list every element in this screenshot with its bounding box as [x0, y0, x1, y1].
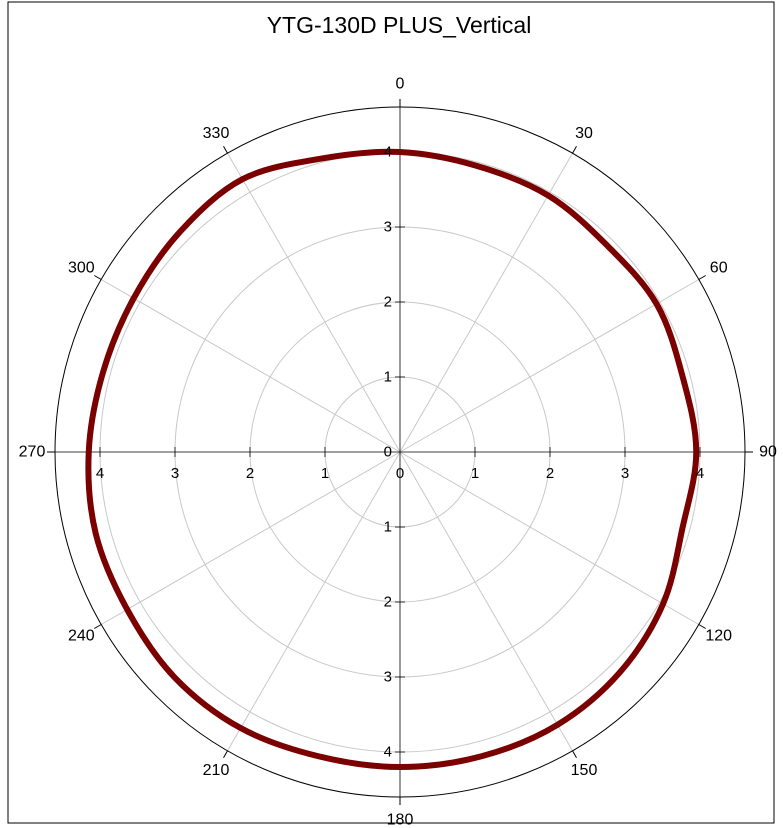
tick-label: 2: [546, 465, 554, 482]
tick-label: 2: [384, 594, 392, 611]
angle-label: 240: [68, 628, 95, 645]
outer-tick: [94, 275, 102, 280]
angle-label: 150: [571, 762, 598, 779]
radial-tick-labels: 0 1 1 1 1 2 2 2 2 3 3 3 3 4 4 4 4 0: [96, 144, 704, 761]
angle-label: 60: [710, 260, 728, 277]
angle-label: 90: [759, 444, 777, 461]
tick-label: 3: [171, 465, 179, 482]
outer-tick: [572, 146, 577, 154]
outer-tick: [698, 624, 706, 629]
spoke-line: [399, 451, 700, 625]
angle-label: 300: [68, 260, 95, 277]
chart-title: YTG-130D PLUS_Vertical: [267, 12, 532, 38]
outer-tick: [572, 750, 577, 758]
tick-label: 4: [384, 744, 392, 761]
tick-label: 4: [384, 144, 392, 161]
angle-label: 30: [575, 125, 593, 142]
tick-label: 0: [396, 465, 404, 482]
spoke-line: [399, 152, 573, 453]
tick-label: 3: [621, 465, 629, 482]
spoke-line: [399, 451, 573, 752]
tick-label: 4: [696, 465, 704, 482]
angle-label: 180: [387, 812, 414, 828]
outer-ring: [47, 99, 753, 805]
tick-label: 3: [384, 219, 392, 236]
tick-label: 0: [384, 444, 392, 461]
spoke-line: [399, 279, 700, 453]
angle-label: 330: [203, 125, 230, 142]
angle-label: 0: [396, 76, 405, 93]
tick-label: 1: [471, 465, 479, 482]
angular-spokes: [100, 152, 700, 752]
chart-frame: [7, 1, 775, 824]
tick-label: 1: [321, 465, 329, 482]
tick-label: 4: [96, 465, 104, 482]
tick-label: 1: [384, 369, 392, 386]
outer-tick: [94, 624, 102, 629]
spoke-line: [227, 451, 401, 752]
spoke-line: [100, 279, 401, 453]
angle-label: 210: [203, 762, 230, 779]
angle-label: 270: [19, 444, 46, 461]
tick-label: 2: [246, 465, 254, 482]
outer-tick: [223, 146, 228, 154]
tick-label: 2: [384, 294, 392, 311]
radial-axes: [55, 107, 745, 797]
outer-tick: [223, 750, 228, 758]
outer-tick: [698, 275, 706, 280]
spoke-line: [227, 152, 401, 453]
tick-label: 3: [384, 669, 392, 686]
tick-label: 1: [384, 519, 392, 536]
spoke-line: [100, 451, 401, 625]
data-series: [85, 148, 700, 770]
angle-label: 120: [705, 628, 732, 645]
